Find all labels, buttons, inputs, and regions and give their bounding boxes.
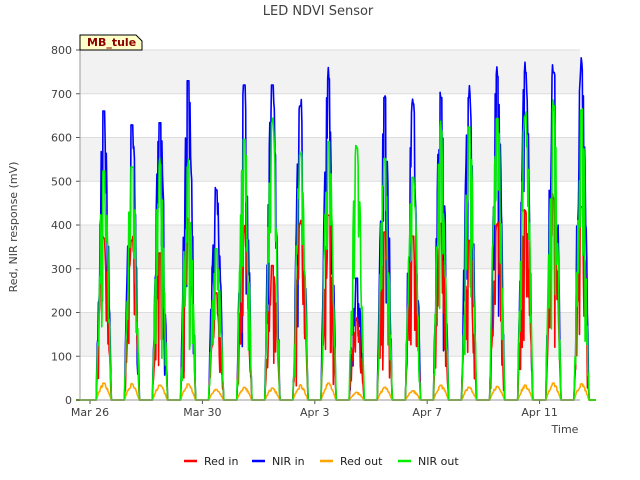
- legend-label: Red in: [204, 455, 238, 468]
- legend-item: Red in: [184, 455, 238, 468]
- station-badge: MB_tule: [79, 34, 143, 51]
- x-tick-label: Apr 3: [300, 406, 330, 419]
- x-tick-label: Apr 11: [521, 406, 558, 419]
- legend-item: NIR out: [398, 455, 459, 468]
- y-axis-label: Red, NIR response (mV): [7, 162, 20, 293]
- y-tick-label: 500: [51, 175, 72, 188]
- x-tick-label: Mar 30: [183, 406, 221, 419]
- badge-label: MB_tule: [87, 36, 136, 49]
- legend-item: NIR in: [252, 455, 305, 468]
- y-tick-label: 800: [51, 44, 72, 57]
- legend-label: NIR in: [272, 455, 305, 468]
- x-axis-label: Time: [551, 423, 579, 436]
- axes: 0 100 200 300 400 500 600 700 800 Mar 26 Mar 30 Apr…: [51, 44, 580, 419]
- badge-box: [79, 34, 143, 51]
- x-tick-label: Mar 26: [71, 406, 109, 419]
- legend-item: Red out: [320, 455, 383, 468]
- legend-label: NIR out: [418, 455, 459, 468]
- y-tick-label: 0: [65, 394, 72, 407]
- y-tick-label: 600: [51, 132, 72, 145]
- y-tick-label: 300: [51, 263, 72, 276]
- y-tick-label: 400: [51, 219, 72, 232]
- chart-title: LED NDVI Sensor: [263, 4, 374, 19]
- x-tick-label: Apr 7: [412, 406, 442, 419]
- y-tick-label: 200: [51, 307, 72, 320]
- legend: Red in NIR in Red out NIR out: [184, 455, 459, 468]
- y-tick-label: 100: [51, 350, 72, 363]
- legend-label: Red out: [340, 455, 383, 468]
- y-tick-label: 700: [51, 88, 72, 101]
